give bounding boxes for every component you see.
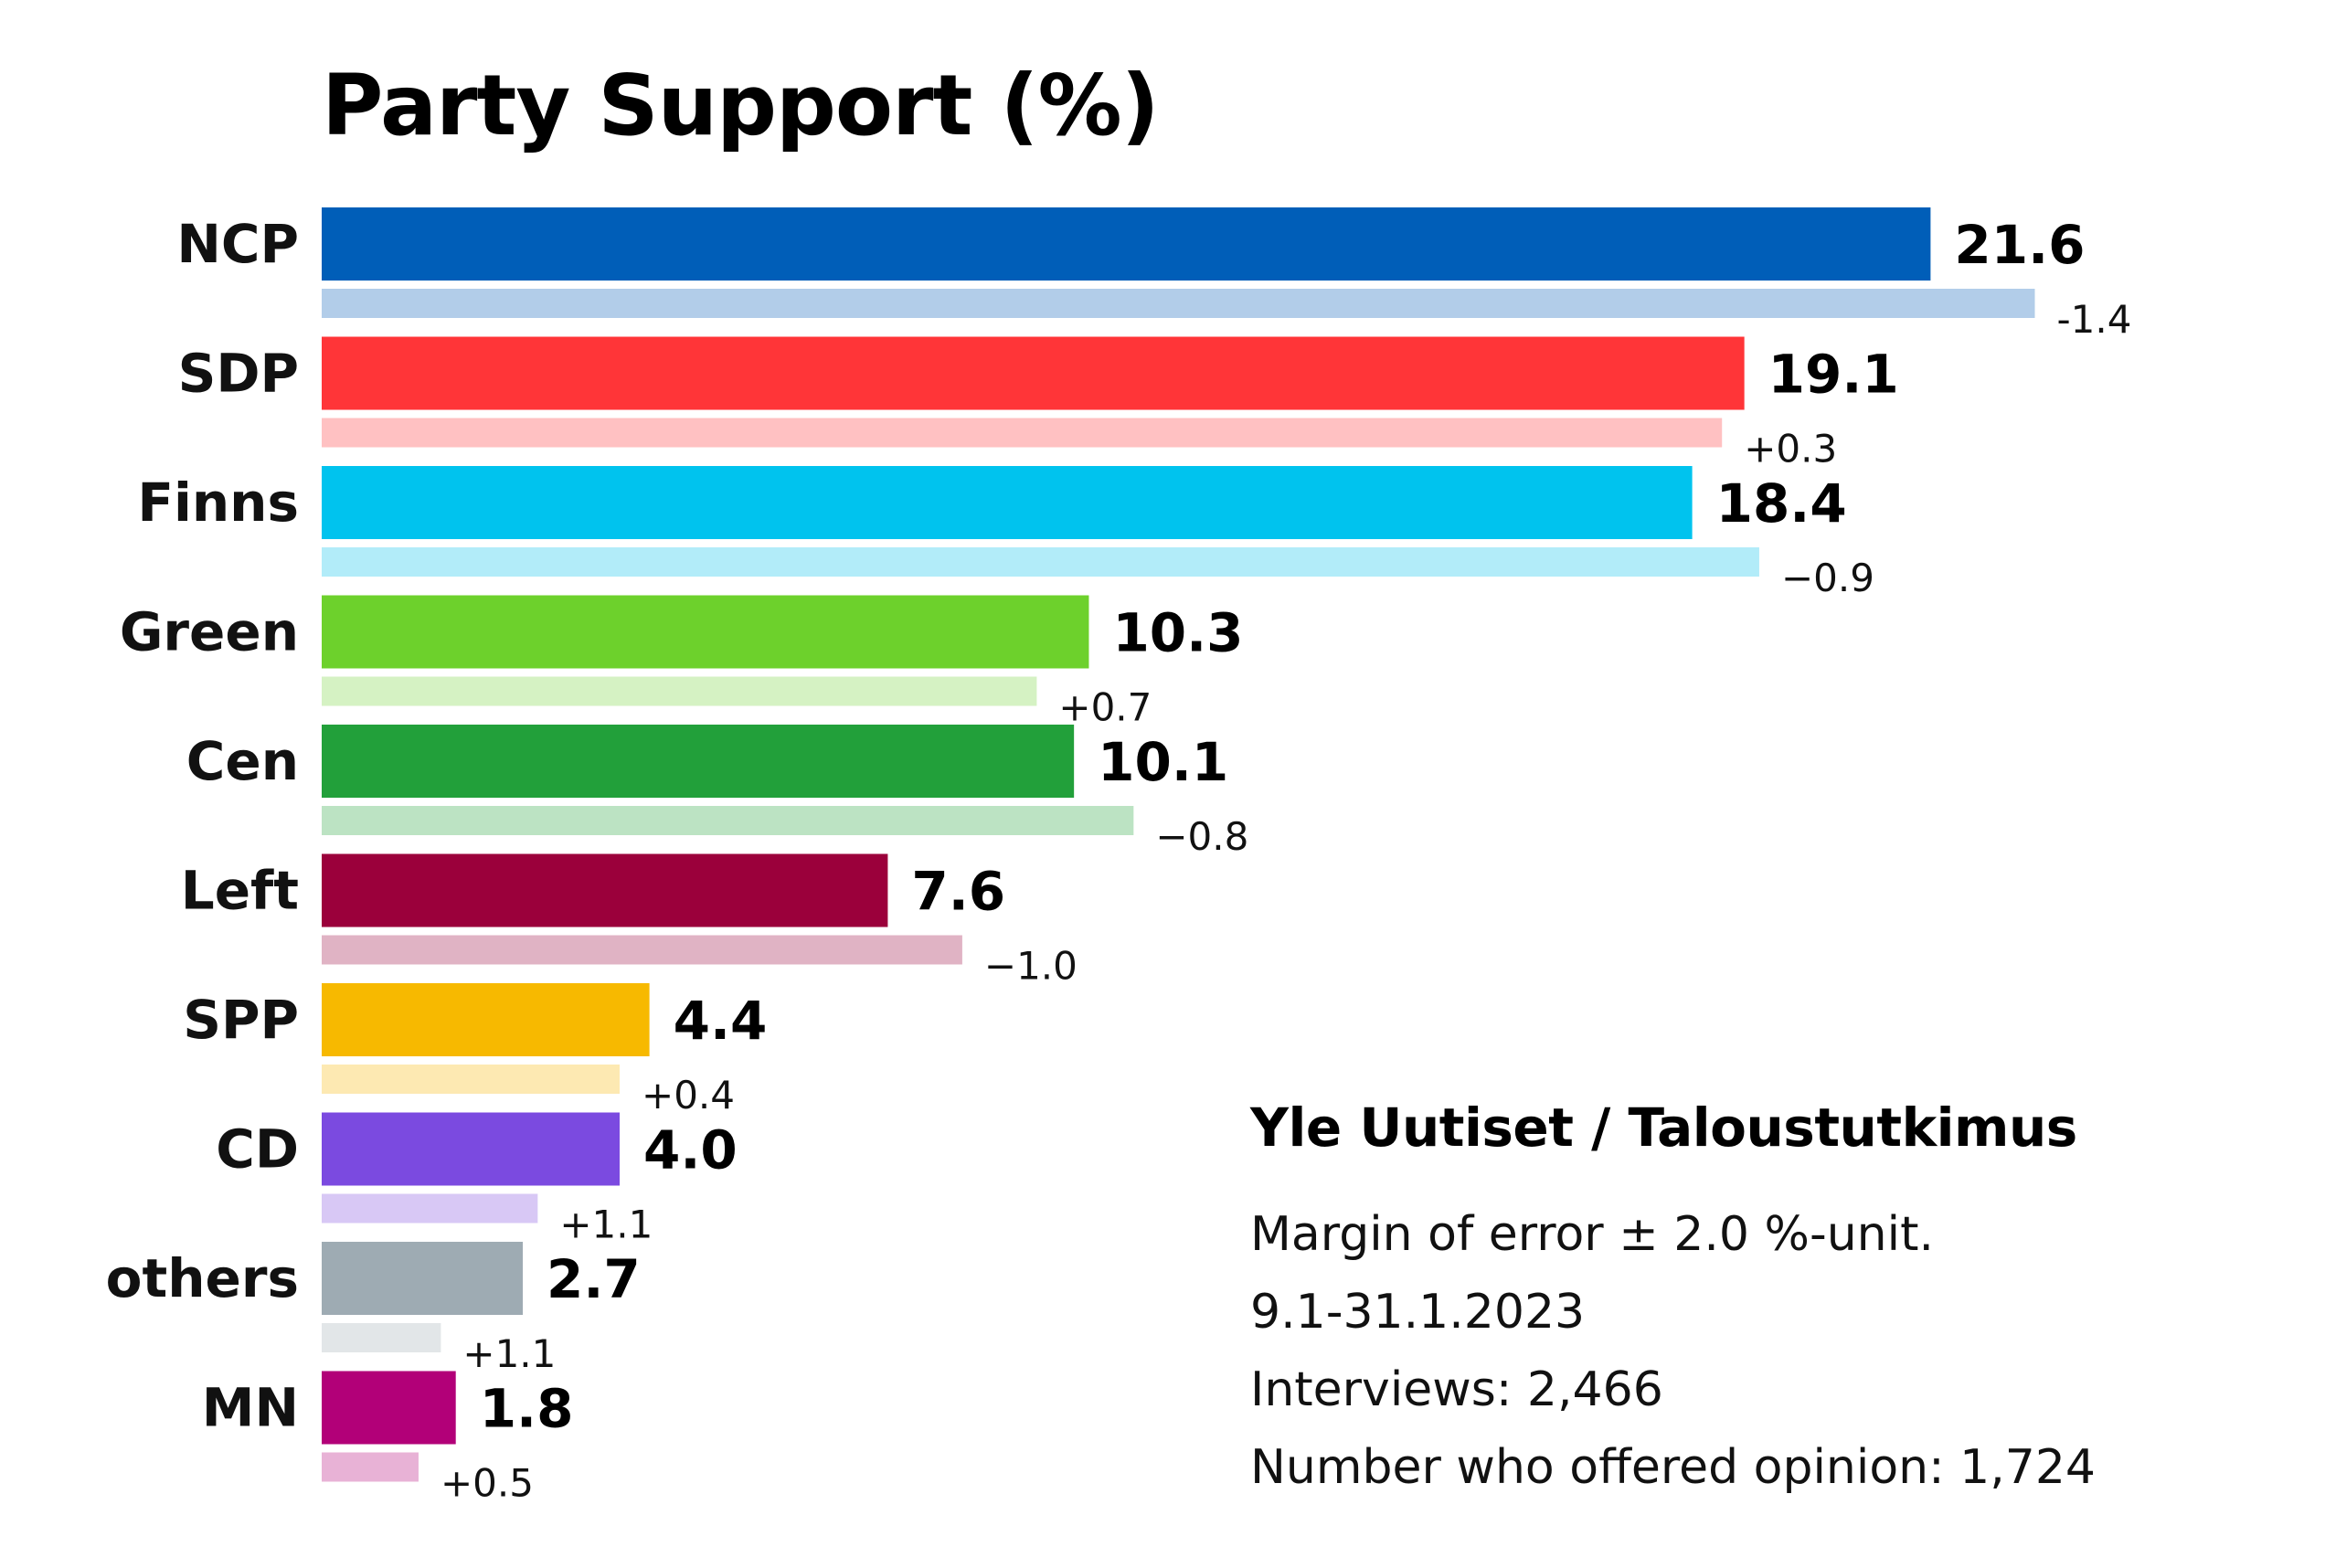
bar-finns — [322, 466, 1693, 539]
change-label-green: +0.7 — [1058, 685, 1152, 730]
party-label-cen: Cen — [186, 730, 299, 792]
value-label-finns: 18.4 — [1716, 472, 1847, 535]
prev-bar-cen — [322, 806, 1134, 835]
party-label-left: Left — [181, 860, 299, 922]
change-label-finns: −0.9 — [1781, 556, 1874, 600]
bar-spp — [322, 983, 650, 1056]
bar-left — [322, 853, 888, 927]
change-label-ncp: -1.4 — [2057, 297, 2132, 342]
value-label-cen: 10.1 — [1098, 731, 1228, 793]
bar-green — [322, 595, 1089, 669]
bar-cen — [322, 725, 1075, 798]
value-label-spp: 4.4 — [674, 990, 768, 1052]
bar-others — [322, 1242, 524, 1315]
chart-title: Party Support (%) — [322, 57, 1160, 154]
value-label-cd: 4.0 — [643, 1119, 738, 1181]
change-label-sdp: +0.3 — [1744, 427, 1837, 471]
change-label-cd: +1.1 — [559, 1202, 653, 1247]
change-label-spp: +0.4 — [642, 1073, 735, 1118]
margin-of-error-text: Margin of error ± 2.0 %-unit. — [1250, 1207, 1934, 1262]
value-label-others: 2.7 — [547, 1248, 641, 1310]
change-label-others: +1.1 — [462, 1331, 556, 1376]
prev-bar-sdp — [322, 418, 1723, 448]
party-label-ncp: NCP — [176, 213, 299, 275]
prev-bar-ncp — [322, 289, 2035, 318]
party-label-cd: CD — [216, 1118, 299, 1181]
prev-bar-left — [322, 935, 962, 965]
bar-mn — [322, 1371, 456, 1445]
bar-cd — [322, 1112, 620, 1186]
party-label-spp: SPP — [183, 989, 299, 1051]
opinion-count-text: Number who offered opinion: 1,724 — [1250, 1440, 2097, 1495]
value-label-left: 7.6 — [911, 861, 1005, 923]
prev-bar-others — [322, 1323, 441, 1352]
party-label-mn: MN — [202, 1377, 299, 1439]
change-label-cen: −0.8 — [1155, 814, 1248, 859]
source-label: Yle Uutiset / Taloustutkimus — [1250, 1097, 2077, 1159]
party-label-sdp: SDP — [178, 343, 299, 405]
bar-ncp — [322, 207, 1931, 281]
prev-bar-mn — [322, 1452, 419, 1482]
value-label-green: 10.3 — [1112, 602, 1243, 664]
value-label-ncp: 21.6 — [1954, 214, 2085, 276]
value-label-mn: 1.8 — [480, 1378, 574, 1440]
party-label-green: Green — [120, 601, 299, 663]
party-label-finns: Finns — [137, 471, 299, 534]
change-label-left: −1.0 — [984, 944, 1078, 989]
party-label-others: others — [106, 1247, 299, 1309]
change-label-mn: +0.5 — [441, 1461, 534, 1506]
prev-bar-spp — [322, 1065, 620, 1094]
prev-bar-finns — [322, 547, 1759, 577]
interviews-text: Interviews: 2,466 — [1250, 1362, 1663, 1417]
bar-sdp — [322, 336, 1745, 410]
value-label-sdp: 19.1 — [1768, 344, 1899, 406]
prev-bar-cd — [322, 1193, 538, 1224]
prev-bar-green — [322, 676, 1037, 706]
info-panel: Yle Uutiset / Taloustutkimus Margin of e… — [1250, 1101, 2310, 1507]
date-range-text: 9.1-31.1.2023 — [1250, 1285, 1586, 1340]
